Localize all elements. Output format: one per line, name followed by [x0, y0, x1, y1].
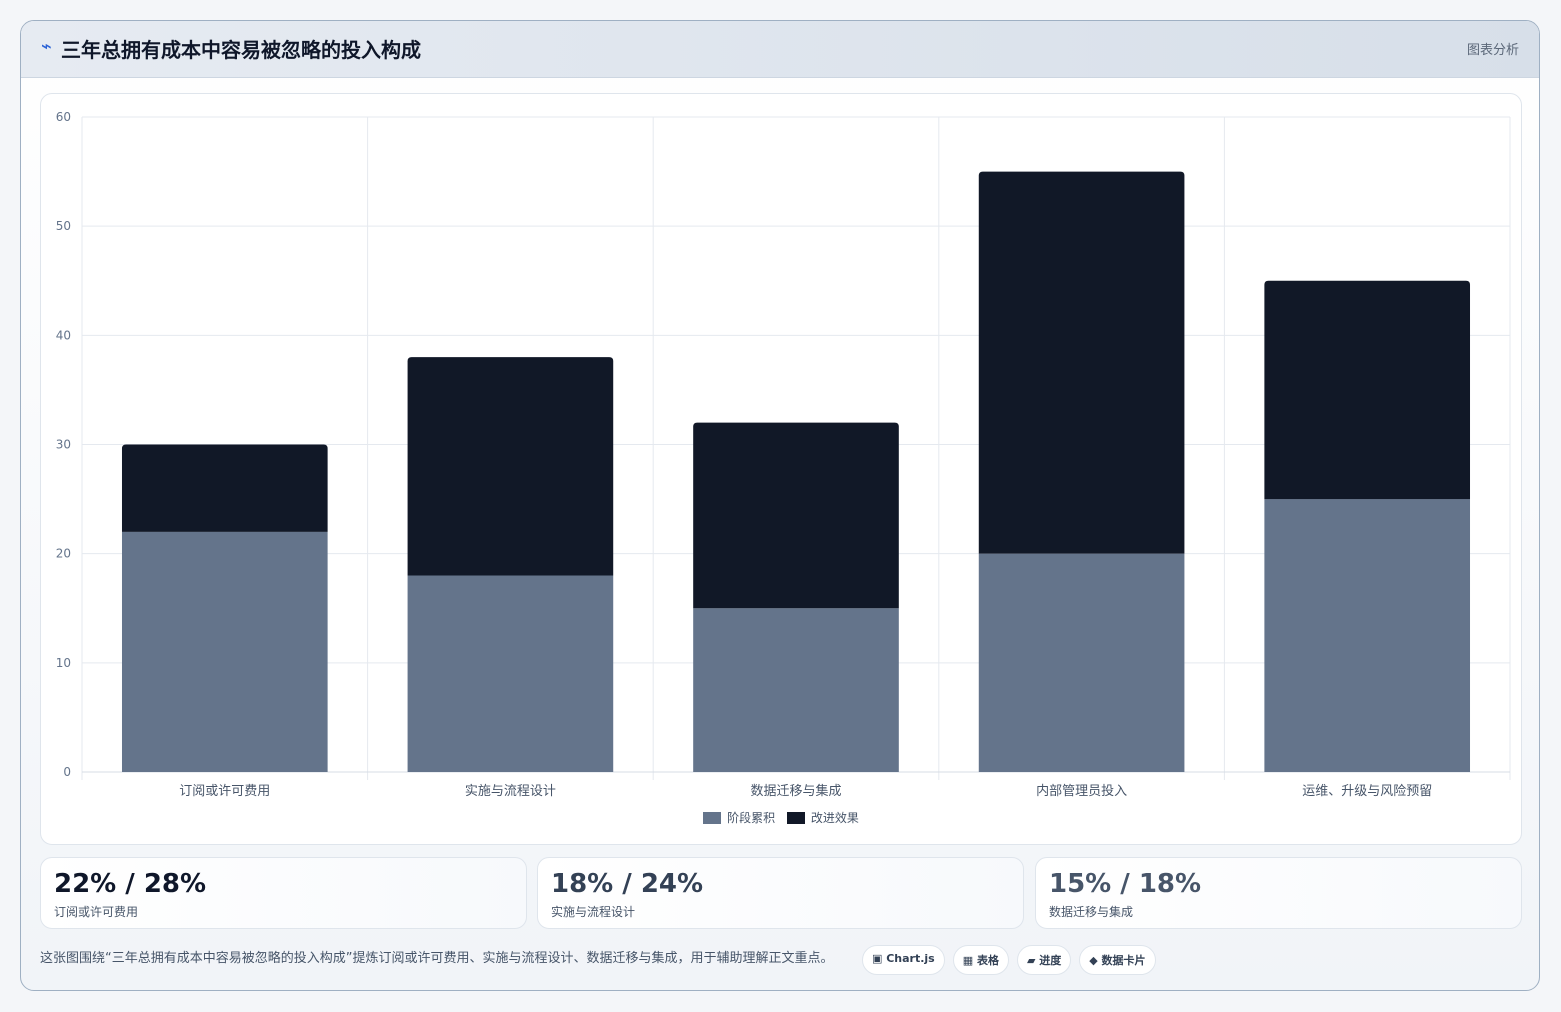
- stat-card: 18% / 24% 实施与流程设计: [537, 857, 1024, 929]
- chart-panel: 0 10 20 30 40 50 60 订阅或许可费用 实施与流程设计 数据迁移与集成 内部管理员投…: [40, 93, 1522, 845]
- chart-card: ⌁ 三年总拥有成本中容易被忽略的投入构成 图表分析 0 10 20 30 40 50 60 订…: [20, 20, 1540, 991]
- card-footer: 这张图围绕“三年总拥有成本中容易被忽略的投入构成”提炼订阅或许可费用、实施与流程…: [40, 943, 1522, 977]
- x-tick-label: 内部管理员投入: [1036, 783, 1127, 799]
- header-meta-label: 图表分析: [1466, 43, 1519, 58]
- lightning-icon: ⌁: [41, 36, 52, 57]
- bar-series-1: [978, 171, 1185, 554]
- y-tick-label: 0: [63, 765, 71, 779]
- stat-label: 数据迁移与集成: [1049, 905, 1134, 919]
- stat-value: 22% / 28%: [54, 869, 207, 899]
- chart-legend: 阶段累积 改进效果: [41, 809, 1521, 826]
- chip-table[interactable]: ▦ 表格: [952, 945, 1009, 975]
- y-tick-label: 60: [56, 110, 71, 124]
- stat-label: 订阅或许可费用: [54, 905, 139, 919]
- stat-label: 实施与流程设计: [551, 905, 636, 919]
- bar-series-1: [407, 357, 614, 576]
- x-tick-label: 实施与流程设计: [465, 784, 556, 799]
- y-tick-label: 40: [56, 328, 71, 342]
- bar-series-0: [978, 553, 1185, 772]
- bar-series-0: [1264, 499, 1471, 772]
- bar-series-0: [407, 575, 614, 772]
- legend-label-series-1: 改进效果: [810, 811, 859, 825]
- y-tick-label: 30: [56, 438, 71, 452]
- bar-series-0: [121, 531, 328, 772]
- stacked-bar-chart: 0 10 20 30 40 50 60 订阅或许可费用 实施与流程设计 数据迁移与集成 内部管理员投…: [56, 110, 1511, 799]
- y-tick-label: 10: [56, 656, 71, 670]
- chip-progress[interactable]: ▰ 进度: [1016, 945, 1072, 975]
- stat-card: 15% / 18% 数据迁移与集成: [1035, 857, 1522, 929]
- chart-title: 三年总拥有成本中容易被忽略的投入构成: [61, 38, 421, 62]
- legend-item-series-1[interactable]: 改进效果: [786, 809, 859, 826]
- x-tick-label: 订阅或许可费用: [179, 784, 270, 799]
- legend-swatch-series-0: [703, 811, 722, 824]
- chip-data-card[interactable]: ◆ 数据卡片: [1079, 945, 1156, 975]
- stat-value: 15% / 18%: [1049, 869, 1202, 899]
- format-chips: ▣ Chart.js ▦ 表格 ▰ 进度 ◆ 数据卡片: [862, 945, 1156, 975]
- x-tick-label: 运维、升级与风险预留: [1302, 784, 1432, 799]
- legend-item-series-0[interactable]: 阶段累积: [703, 809, 775, 826]
- legend-swatch-series-1: [786, 811, 805, 824]
- y-tick-label: 50: [56, 219, 71, 233]
- stat-value: 18% / 24%: [551, 869, 704, 899]
- bar-series-1: [121, 444, 328, 532]
- bar-series-1: [693, 422, 899, 609]
- x-tick-label: 数据迁移与集成: [750, 783, 841, 799]
- chart-caption: 这张图围绕“三年总拥有成本中容易被忽略的投入构成”提炼订阅或许可费用、实施与流程…: [40, 951, 834, 966]
- bar-series-0: [693, 608, 899, 772]
- y-tick-label: 20: [56, 547, 71, 561]
- card-header: ⌁ 三年总拥有成本中容易被忽略的投入构成 图表分析: [21, 21, 1539, 78]
- stat-card: 22% / 28% 订阅或许可费用: [40, 857, 527, 929]
- legend-label-series-0: 阶段累积: [727, 811, 776, 825]
- chip-chartjs[interactable]: ▣ Chart.js: [862, 945, 945, 975]
- stat-cards: 22% / 28% 订阅或许可费用 18% / 24% 实施与流程设计 15% …: [40, 857, 1522, 929]
- bar-series-1: [1264, 280, 1471, 500]
